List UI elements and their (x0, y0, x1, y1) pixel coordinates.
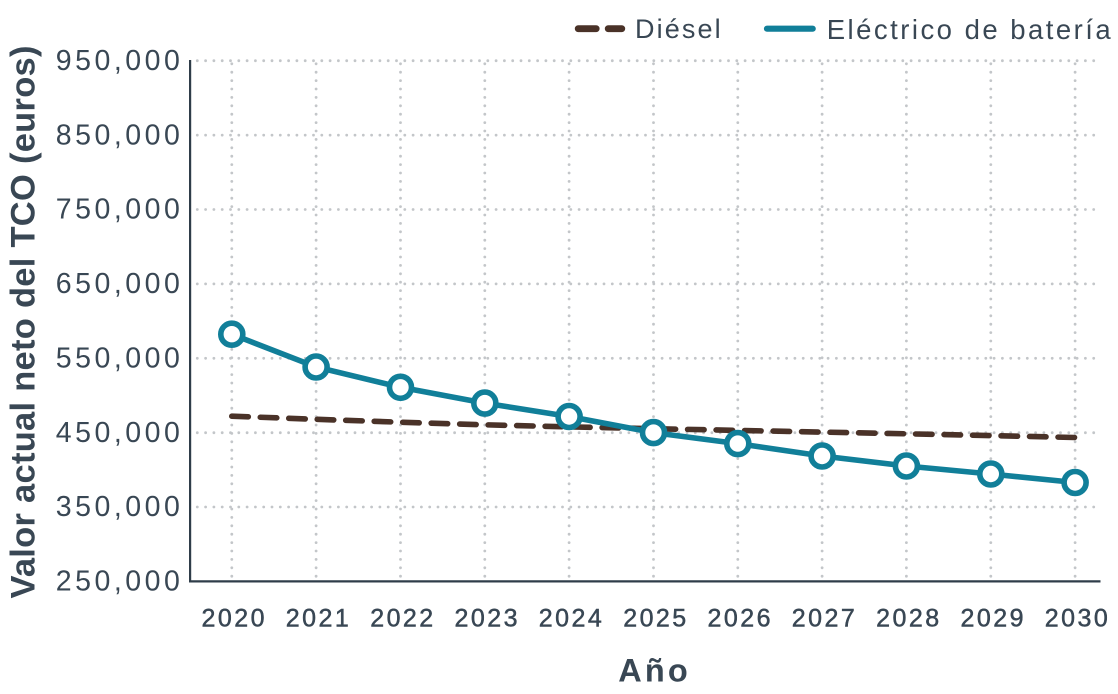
svg-text:950,000: 950,000 (56, 45, 180, 77)
svg-text:Eléctrico de batería: Eléctrico de batería (827, 14, 1112, 45)
svg-text:450,000: 450,000 (56, 417, 180, 449)
svg-text:Diésel: Diésel (635, 14, 721, 44)
svg-text:Año: Año (618, 653, 688, 689)
svg-text:Valor actual neto del TCO (eur: Valor actual neto del TCO (euros) (5, 46, 43, 599)
svg-text:250,000: 250,000 (56, 566, 180, 598)
svg-text:650,000: 650,000 (56, 268, 180, 300)
svg-text:750,000: 750,000 (56, 194, 180, 226)
svg-text:350,000: 350,000 (56, 491, 180, 523)
svg-text:550,000: 550,000 (56, 343, 180, 375)
svg-text:850,000: 850,000 (56, 119, 180, 151)
